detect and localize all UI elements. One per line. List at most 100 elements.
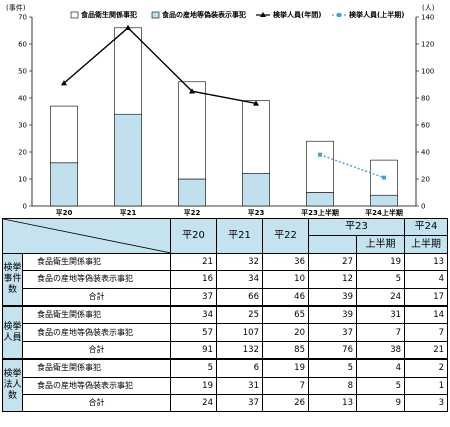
bar-top <box>242 100 270 174</box>
table-cell: 107 <box>216 323 263 342</box>
left-tick-label: 50 <box>18 68 27 76</box>
table-cell: 16 <box>170 270 217 289</box>
table-cell: 34 <box>170 304 217 325</box>
header-h21: 平21 <box>216 218 263 254</box>
table-cell: 4 <box>404 270 449 289</box>
table-cell: 6 <box>216 358 263 378</box>
table-cell: 39 <box>308 287 357 307</box>
x-tick-label: 平20 <box>56 209 73 217</box>
row-label: 食品の産地等偽装表示事犯 <box>22 323 171 342</box>
x-tick-label: 平22 <box>184 209 201 217</box>
left-tick-label: 40 <box>18 95 27 103</box>
table-cell: 10 <box>262 270 309 289</box>
right-tick-label: 120 <box>421 41 434 49</box>
bar-bottom <box>370 194 398 207</box>
legend-marker-half <box>337 13 341 17</box>
bar-top <box>114 27 142 115</box>
corner-diagonal <box>3 219 170 253</box>
table-row: 合計 91 132 85 76 38 21 <box>3 340 449 360</box>
table-cell: 31 <box>355 304 406 325</box>
bar-bottom <box>178 178 206 207</box>
table-header-row-1: 平20 平21 平22 平23 平24 <box>2 217 449 254</box>
row-label: 合計 <box>22 287 171 307</box>
header-h23-year <box>308 235 357 254</box>
table-row: 食品の産地等偽装表示事犯 57 107 20 37 7 7 <box>3 323 449 342</box>
chart-area: 0 10 20 30 40 50 60 70 0 20 40 60 80 100 120 140 (事件) (人)… <box>6 3 435 217</box>
table-cell: 65 <box>262 304 309 325</box>
table-cell: 7 <box>355 323 406 342</box>
table-cell: 2 <box>404 358 449 378</box>
data-table: 平20 平21 平22 平23 平24 上半期 上半期 検挙事件数食品衛生関係事… <box>2 217 449 413</box>
table-cell: 12 <box>308 270 357 289</box>
x-tick-label: 平23 <box>248 209 265 217</box>
x-tick-label: 平21 <box>120 209 137 217</box>
combo-chart: 0 10 20 30 40 50 60 70 0 20 40 60 80 100 120 140 (事件) (人)… <box>6 3 435 217</box>
left-axis-unit: (事件) <box>6 3 26 12</box>
series-line-annual <box>63 26 257 105</box>
row-label: 合計 <box>22 340 171 360</box>
table-cell: 38 <box>355 340 406 360</box>
left-tick-label: 30 <box>18 122 27 130</box>
right-axis-unit: (人) <box>422 4 435 12</box>
annual-point <box>61 80 67 86</box>
table-cell: 37 <box>308 323 357 342</box>
bar-bottom <box>306 192 334 207</box>
right-tick-label: 100 <box>421 68 434 76</box>
row-label: 食品衛生関係事犯 <box>22 358 171 378</box>
table-cell: 9 <box>355 393 406 413</box>
table-row: 合計 37 66 46 39 24 17 <box>3 287 449 307</box>
half-point <box>382 175 386 180</box>
right-tick-label: 20 <box>421 176 430 184</box>
table-cell: 26 <box>262 393 309 413</box>
table-cell: 57 <box>170 323 217 342</box>
table-cell: 31 <box>216 376 263 395</box>
left-tick-label: 20 <box>18 149 27 157</box>
right-tick-label: 60 <box>421 122 430 130</box>
group-label: 検挙事件数 <box>2 252 23 307</box>
legend-marker-annual <box>260 12 266 17</box>
bar-bottom <box>242 173 270 207</box>
table-cell: 3 <box>404 393 449 413</box>
table-cell: 91 <box>170 340 217 360</box>
annual-point <box>253 100 259 106</box>
right-tick-label: 140 <box>421 14 434 22</box>
group-label: 検挙法人数 <box>2 358 23 413</box>
table-cell: 34 <box>216 270 263 289</box>
header-h24: 平24 <box>404 217 449 237</box>
table-corner <box>2 218 171 254</box>
table-cell: 5 <box>355 270 406 289</box>
bar-top <box>306 140 334 193</box>
table-row: 合計 24 37 26 13 9 3 <box>3 393 449 413</box>
table-cell: 37 <box>216 393 263 413</box>
series-line-half <box>319 154 385 179</box>
table-cell: 5 <box>308 358 357 378</box>
table-cell: 14 <box>404 304 449 325</box>
right-tick-label: 40 <box>421 149 430 157</box>
left-tick-label: 10 <box>18 176 27 184</box>
table-cell: 5 <box>355 376 406 395</box>
legend-label-food-hygiene: 食品衛生関係事犯 <box>80 10 137 19</box>
legend-label-half: 検挙人員(上半期) <box>349 10 404 19</box>
left-tick-label: 60 <box>18 41 27 49</box>
table-cell: 132 <box>216 340 263 360</box>
header-h24-half: 上半期 <box>404 235 449 254</box>
table-cell: 4 <box>355 358 406 378</box>
table-cell: 19 <box>170 376 217 395</box>
header-h23: 平23 <box>307 217 406 237</box>
table-cell: 32 <box>216 252 263 272</box>
table-cell: 46 <box>262 287 309 307</box>
annual-point <box>189 88 195 94</box>
annual-point <box>125 24 131 30</box>
left-tick-label: 70 <box>18 14 27 22</box>
table-cell: 19 <box>262 358 309 378</box>
table-cell: 24 <box>355 287 406 307</box>
header-h23-half: 上半期 <box>355 235 406 254</box>
table-cell: 8 <box>308 376 357 395</box>
half-point <box>318 152 322 157</box>
bar-top <box>50 105 78 164</box>
legend-label-origin: 食品の産地等偽装表示事犯 <box>161 10 246 19</box>
bar-bottom <box>50 162 78 207</box>
table-cell: 21 <box>404 340 449 360</box>
table-row: 検挙人員 食品衛生関係事犯 34 25 65 39 31 14 <box>2 304 449 360</box>
x-tick-label: 平24上半期 <box>365 208 403 217</box>
